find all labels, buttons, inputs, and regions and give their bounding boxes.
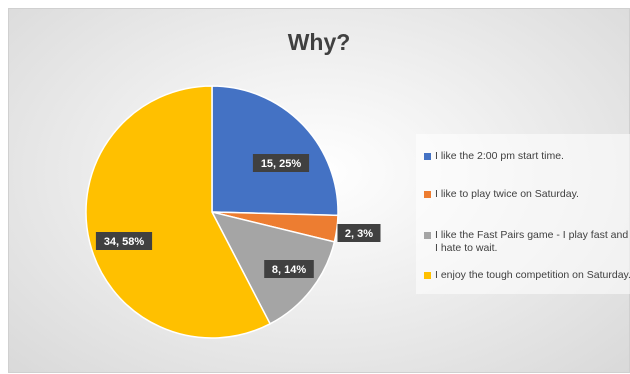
pie-chart: 15, 25% 2, 3% 8, 14% 34, 58% <box>85 85 381 339</box>
legend-item-play-twice: I like to play twice on Saturday. <box>424 188 630 201</box>
data-label-fast-pairs: 8, 14% <box>264 260 314 278</box>
legend-swatch-fast-pairs <box>424 232 431 239</box>
legend: I like the 2:00 pm start time. I like to… <box>416 134 630 294</box>
legend-swatch-competition <box>424 272 431 279</box>
data-label-start-time: 15, 25% <box>252 154 310 172</box>
legend-label: I like the Fast Pairs game - I play fast… <box>435 229 629 254</box>
legend-swatch-play-twice <box>424 191 431 198</box>
data-label-text: 34, 58% <box>104 236 145 248</box>
data-label-text: 2, 3% <box>345 228 373 240</box>
legend-swatch-start-time <box>424 153 431 160</box>
legend-label: I like to play twice on Saturday. <box>435 188 579 200</box>
data-label-box <box>264 260 314 278</box>
legend-item-fast-pairs: I like the Fast Pairs game - I play fast… <box>424 229 630 255</box>
chart-area: Why? 15, 25% 2, 3% 8, 14% 34, 58% I like th… <box>8 8 630 373</box>
data-label-text: 8, 14% <box>272 264 306 276</box>
legend-label: I enjoy the tough competition on Saturda… <box>435 269 630 281</box>
data-label-competition: 34, 58% <box>95 232 153 250</box>
pie-slice-competition <box>85 85 272 339</box>
legend-label: I like the 2:00 pm start time. <box>435 150 564 162</box>
legend-item-start-time: I like the 2:00 pm start time. <box>424 150 630 163</box>
data-label-text: 15, 25% <box>261 158 302 170</box>
pie-slice-start-time <box>211 85 339 217</box>
chart-title: Why? <box>287 29 351 55</box>
data-label-box <box>252 154 310 172</box>
legend-item-competition: I enjoy the tough competition on Saturda… <box>424 269 630 282</box>
data-label-box <box>95 232 153 250</box>
data-label-box <box>337 224 381 242</box>
data-label-play-twice: 2, 3% <box>337 224 381 242</box>
